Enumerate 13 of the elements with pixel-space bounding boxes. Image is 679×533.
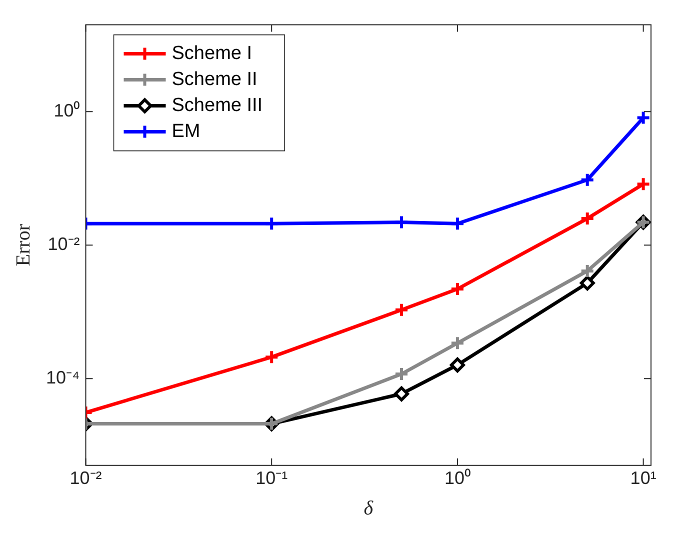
x-tick-label: 10⁰ [444, 468, 470, 488]
x-tick-label: 10⁻² [70, 468, 102, 488]
x-tick-label: 10⁻¹ [256, 468, 288, 488]
y-tick-label: 10⁰ [54, 100, 80, 121]
legend-label: Scheme III [172, 95, 263, 116]
y-tick-label: 10⁻⁴ [46, 368, 80, 388]
x-axis-title: δ [364, 497, 374, 520]
y-axis-title: Error [12, 224, 34, 266]
x-tick-label: 10¹ [630, 468, 656, 488]
legend-label: Scheme I [172, 43, 252, 64]
y-tick-label: 10⁻² [48, 234, 80, 254]
legend-label: Scheme II [172, 69, 258, 90]
legend-label: EM [172, 121, 200, 142]
